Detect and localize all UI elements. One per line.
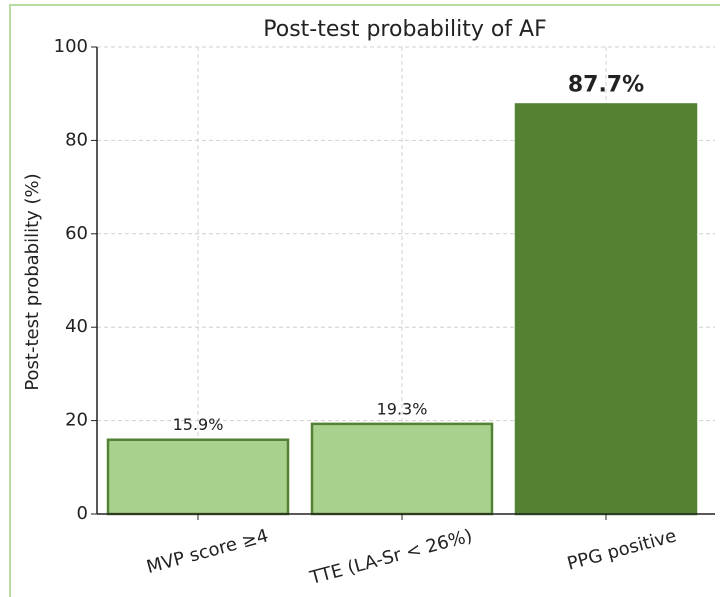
y-tick-label: 100 (54, 36, 88, 57)
y-tick-label: 0 (77, 503, 88, 524)
x-tick-label: TTE (LA-Sr < 26%) (307, 525, 475, 589)
bar (514, 103, 698, 516)
value-label: 15.9% (173, 415, 224, 434)
bar (310, 422, 494, 516)
value-label: 87.7% (568, 72, 644, 97)
y-axis-label: Post-test probability (%) (22, 173, 43, 390)
x-tick-label: PPG positive (565, 525, 679, 574)
y-tick-label: 60 (65, 223, 88, 244)
y-tick-label: 80 (65, 129, 88, 150)
y-tick-label: 20 (65, 410, 88, 431)
bar (106, 438, 290, 516)
y-tick-label: 40 (65, 316, 88, 337)
chart-title: Post-test probability of AF (263, 17, 547, 42)
x-tick-label: MVP score ≥4 (144, 525, 270, 578)
frame (9, 4, 720, 597)
value-label: 19.3% (377, 399, 428, 418)
